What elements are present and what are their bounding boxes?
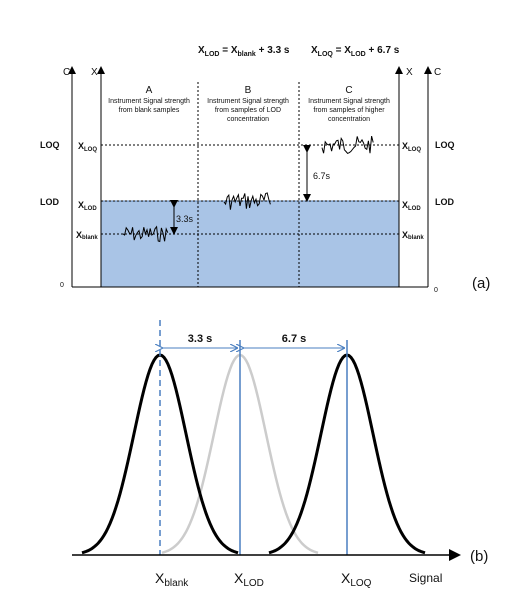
left-xblank-label: Xblank [76, 230, 98, 241]
section-c-line-1: Instrument Signal strength [308, 98, 390, 105]
below-lod-band [100, 200, 400, 288]
gap-label-right: 6.7 s [282, 333, 306, 345]
signal-trace-c [321, 135, 374, 155]
right-x-label: X [406, 67, 413, 78]
left-x-label: X [91, 67, 98, 78]
left-c-label: C [63, 67, 70, 78]
equation-lod: XLOD = Xblank + 3.3 s [198, 45, 290, 58]
gap-label-a: 3.3s [176, 214, 194, 224]
tick-xlod: XLOD [234, 570, 264, 589]
right-loq-label: LOQ [435, 140, 455, 150]
right-c-label: C [434, 67, 441, 78]
equation-loq: XLOQ = XLOD + 6.7 s [311, 45, 400, 58]
panel-a-label: (a) [472, 275, 490, 292]
section-c-line-3: concentration [328, 116, 370, 123]
signal-trace-b [223, 192, 271, 210]
section-b: B Instrument Signal strength from sample… [207, 85, 289, 123]
tick-xblank: Xblank [155, 570, 189, 589]
section-b-letter: B [245, 85, 252, 96]
signal-trace-a [122, 225, 169, 243]
left-xlod-label: XLOD [78, 200, 97, 212]
section-b-line-3: concentration [227, 116, 269, 123]
section-b-line-1: Instrument Signal strength [207, 98, 289, 105]
section-a-line-1: Instrument Signal strength [108, 98, 190, 105]
right-xlod-label: XLOD [402, 200, 421, 212]
section-a-line-2: from blank samples [119, 107, 180, 114]
tick-xloq: XLOQ [341, 570, 372, 589]
right-xblank-label: Xblank [402, 230, 424, 241]
left-loq-label: LOQ [40, 140, 60, 150]
section-c-letter: C [345, 85, 352, 96]
right-zero-label: 0 [434, 287, 438, 294]
left-zero-label: 0 [60, 282, 64, 289]
section-b-line-2: from samples of LOD [215, 107, 281, 114]
left-lod-label: LOD [40, 197, 59, 207]
right-xloq-label: XLOQ [402, 141, 421, 153]
section-a: A Instrument Signal strength from blank … [108, 85, 190, 114]
gap-label-left: 3.3 s [188, 333, 212, 345]
panel-b: 3.3 s 6.7 s Xblank XLOD XLOQ Signal (b) [72, 320, 488, 589]
section-a-letter: A [146, 85, 153, 96]
gap-label-c: 6.7s [313, 171, 331, 181]
right-lod-label: LOD [435, 197, 454, 207]
signal-axis-label: Signal [409, 571, 442, 585]
section-c-line-2: from samples of higher [313, 107, 385, 114]
section-c: C Instrument Signal strength from sample… [308, 85, 390, 123]
panel-a: XLOD = Xblank + 3.3 s XLOQ = XLOD + 6.7 … [40, 45, 490, 294]
left-xloq-label: XLOQ [78, 141, 97, 153]
panel-b-label: (b) [470, 548, 488, 565]
